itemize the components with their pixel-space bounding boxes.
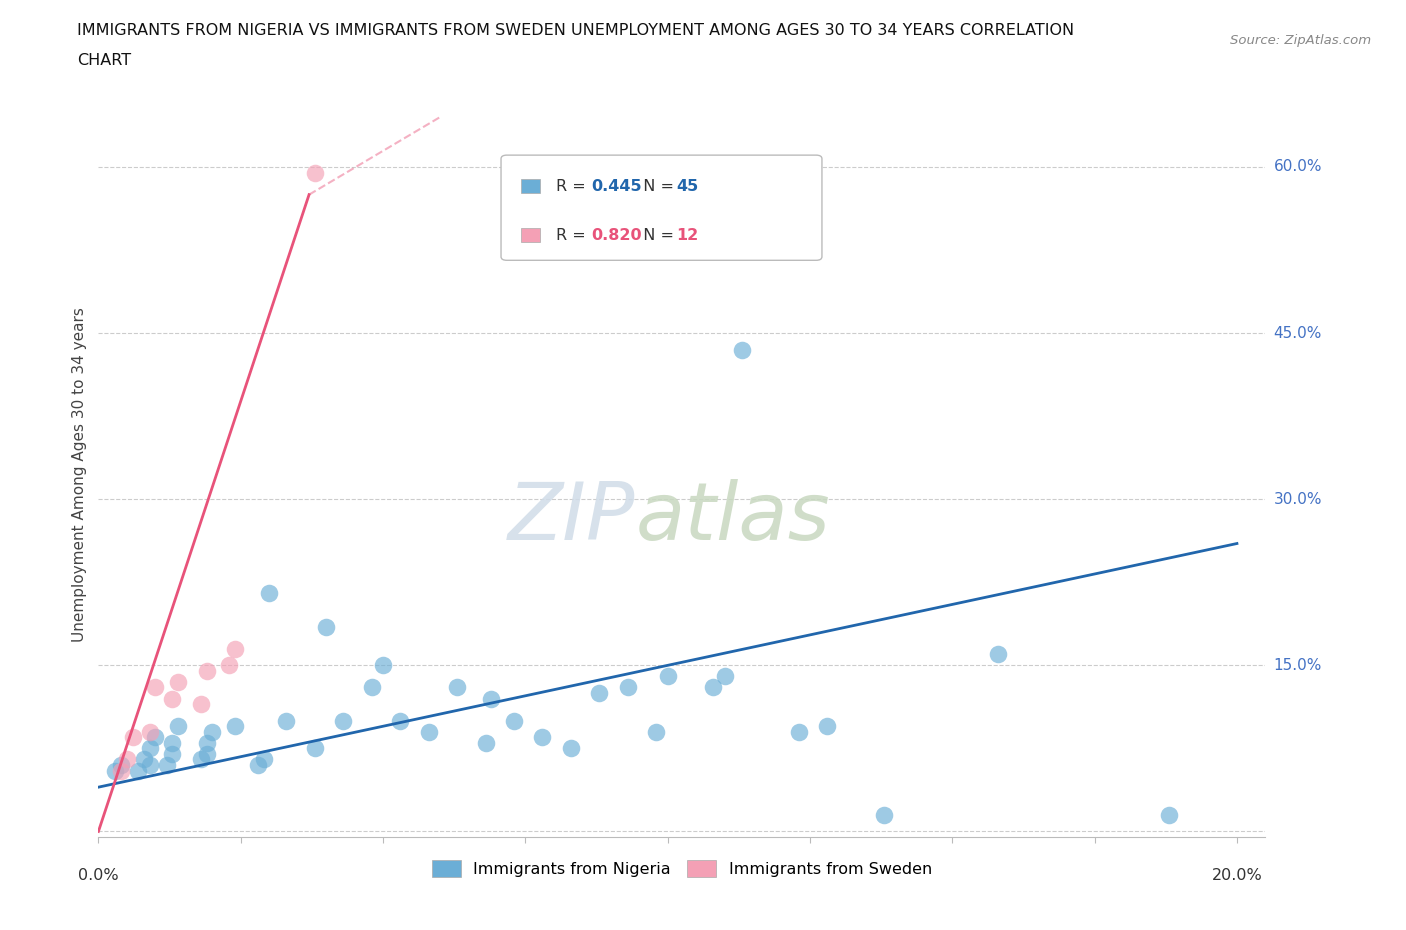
Point	[315, 619, 337, 634]
Point	[195, 663, 218, 678]
Point	[138, 758, 160, 773]
Point	[873, 807, 896, 822]
Text: 0.445: 0.445	[591, 179, 641, 193]
FancyBboxPatch shape	[520, 228, 540, 243]
Text: atlas: atlas	[636, 479, 830, 557]
Legend: Immigrants from Nigeria, Immigrants from Sweden: Immigrants from Nigeria, Immigrants from…	[426, 854, 938, 883]
Point	[110, 758, 132, 773]
FancyBboxPatch shape	[501, 155, 823, 260]
Point	[588, 685, 610, 700]
Y-axis label: Unemployment Among Ages 30 to 34 years: Unemployment Among Ages 30 to 34 years	[72, 307, 87, 642]
Point	[276, 713, 298, 728]
Point	[143, 680, 166, 695]
Text: N =: N =	[633, 228, 679, 243]
Text: CHART: CHART	[77, 53, 131, 68]
Point	[787, 724, 810, 739]
Point	[389, 713, 412, 728]
Text: ZIP: ZIP	[508, 479, 636, 557]
Point	[162, 747, 184, 762]
FancyBboxPatch shape	[520, 179, 540, 193]
Point	[815, 719, 838, 734]
Point	[104, 764, 127, 778]
Point	[127, 764, 149, 778]
Point	[531, 730, 554, 745]
Point	[252, 752, 274, 767]
Text: 15.0%: 15.0%	[1274, 658, 1322, 672]
Point	[132, 752, 155, 767]
Point	[1157, 807, 1180, 822]
Point	[143, 730, 166, 745]
Point	[201, 724, 224, 739]
Point	[257, 586, 280, 601]
Text: 20.0%: 20.0%	[1212, 868, 1263, 883]
Text: Source: ZipAtlas.com: Source: ZipAtlas.com	[1230, 34, 1371, 47]
Point	[304, 165, 326, 179]
Point	[713, 669, 735, 684]
Point	[218, 658, 240, 672]
Point	[138, 724, 160, 739]
Point	[731, 342, 754, 357]
Point	[371, 658, 394, 672]
Point	[332, 713, 354, 728]
Point	[115, 752, 138, 767]
Point	[110, 764, 132, 778]
Point	[167, 674, 190, 689]
Text: 45: 45	[676, 179, 699, 193]
Point	[560, 741, 582, 756]
Point	[162, 691, 184, 706]
Point	[246, 758, 269, 773]
Point	[360, 680, 382, 695]
Text: 0.0%: 0.0%	[79, 868, 118, 883]
Point	[138, 741, 160, 756]
Point	[474, 736, 496, 751]
Point	[190, 752, 212, 767]
Text: 30.0%: 30.0%	[1274, 492, 1322, 507]
Point	[224, 642, 246, 657]
Point	[645, 724, 668, 739]
Text: 0.820: 0.820	[591, 228, 641, 243]
Point	[304, 741, 326, 756]
Point	[121, 730, 143, 745]
Text: IMMIGRANTS FROM NIGERIA VS IMMIGRANTS FROM SWEDEN UNEMPLOYMENT AMONG AGES 30 TO : IMMIGRANTS FROM NIGERIA VS IMMIGRANTS FR…	[77, 23, 1074, 38]
Point	[224, 719, 246, 734]
Point	[702, 680, 724, 695]
Text: 60.0%: 60.0%	[1274, 159, 1322, 175]
Point	[446, 680, 468, 695]
Text: 45.0%: 45.0%	[1274, 326, 1322, 340]
Point	[195, 736, 218, 751]
Point	[195, 747, 218, 762]
Point	[617, 680, 640, 695]
Point	[190, 697, 212, 711]
Text: R =: R =	[555, 179, 591, 193]
Point	[987, 647, 1010, 662]
Point	[418, 724, 440, 739]
Point	[162, 736, 184, 751]
Point	[167, 719, 190, 734]
Point	[479, 691, 502, 706]
Point	[503, 713, 526, 728]
Point	[657, 669, 679, 684]
Text: N =: N =	[633, 179, 679, 193]
Point	[156, 758, 179, 773]
Text: 12: 12	[676, 228, 699, 243]
Text: R =: R =	[555, 228, 591, 243]
